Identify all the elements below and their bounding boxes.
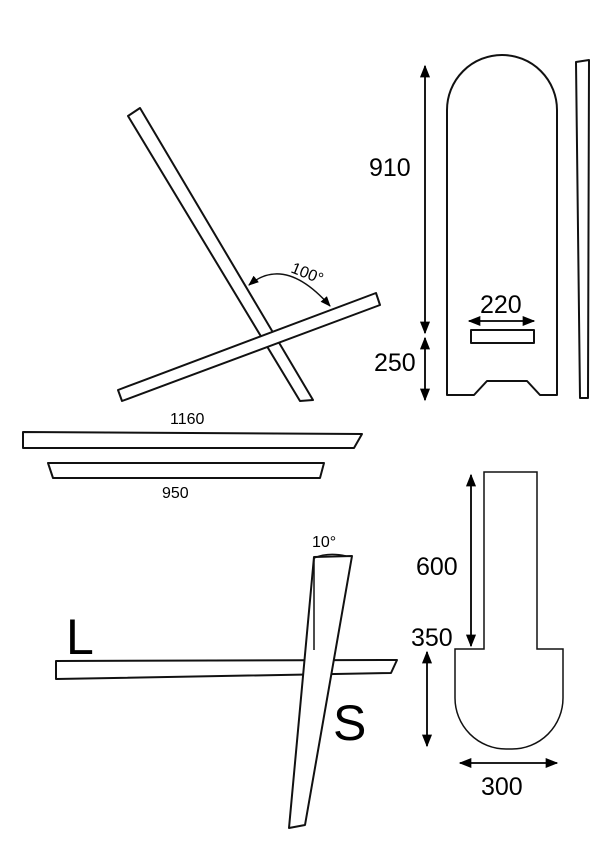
seat-base-width-label: 300 (481, 773, 523, 801)
angle-arc-100 (248, 273, 331, 307)
back-panel-side-profile (575, 59, 590, 399)
long-plank-diagonal (127, 107, 314, 402)
short-plank-flat (47, 462, 325, 479)
side-view-assembly: 100° (117, 107, 381, 402)
angle-label-10: 10° (312, 534, 336, 551)
front-view-assembly: 10° L S (55, 534, 398, 829)
seat-panel (454, 471, 564, 750)
angle-label-100: 100° (289, 260, 326, 288)
long-plank-flat (22, 431, 363, 449)
seat-panel-view: 600 350 300 (411, 471, 564, 801)
letter-S: S (333, 695, 366, 751)
seat-neck-height-label: 600 (416, 553, 458, 581)
back-height-label: 910 (369, 154, 411, 182)
short-plank-front (288, 555, 353, 829)
back-panel (446, 54, 558, 396)
plank-lengths: 1160 950 (22, 411, 363, 502)
back-panel-view: 910 250 220 (369, 54, 590, 402)
long-plank-front (55, 659, 398, 680)
back-slot-height-label: 250 (374, 349, 416, 377)
letter-L: L (66, 609, 94, 665)
plank-short-length-label: 950 (162, 485, 189, 502)
plank-long-length-label: 1160 (170, 411, 205, 428)
back-slot-width-label: 220 (480, 291, 522, 319)
angle-arc-10 (313, 553, 347, 559)
short-plank-diagonal (117, 292, 381, 402)
back-panel-slot (470, 329, 535, 344)
seat-base-height-label: 350 (411, 624, 453, 652)
